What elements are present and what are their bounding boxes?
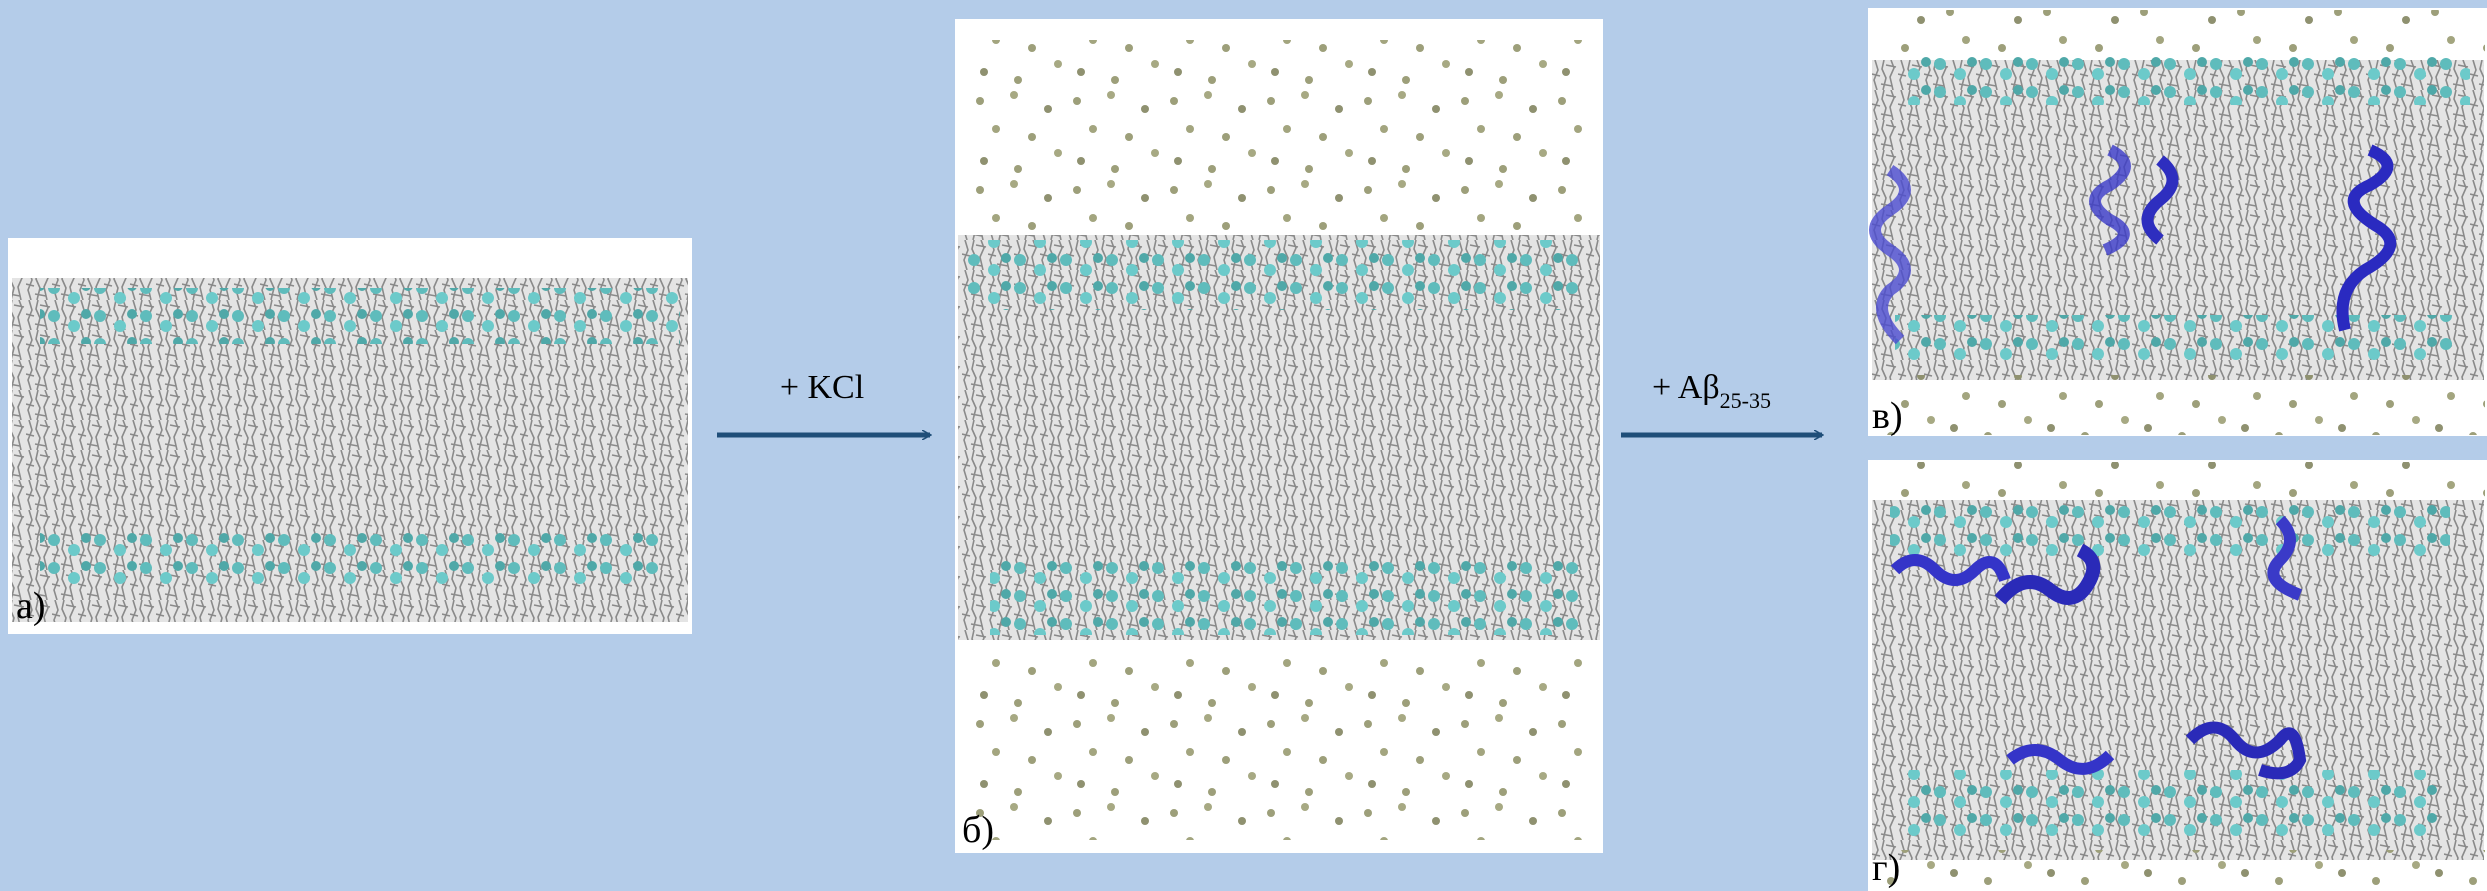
panel-a: а) — [8, 238, 692, 634]
panel-label: б) — [962, 809, 994, 851]
figure: а) + KCl б) + Aβ25-35 в) — [0, 0, 2487, 891]
panel-label: в) — [1872, 395, 1903, 437]
panel-b: б) — [955, 19, 1603, 853]
arrow-kcl: + KCl — [717, 369, 930, 435]
arrow-label: + KCl — [780, 369, 864, 406]
panel-label: а) — [16, 585, 46, 627]
arrow-label-main: + Aβ — [1652, 369, 1720, 406]
arrow-label-subscript: 25-35 — [1720, 388, 1771, 413]
panel-d: г) — [1868, 460, 2487, 891]
arrow-label: + Aβ25-35 — [1652, 369, 1771, 413]
panel-label: г) — [1872, 847, 1900, 889]
arrow-abeta: + Aβ25-35 — [1621, 369, 1822, 435]
panel-c: в) — [1868, 8, 2487, 437]
